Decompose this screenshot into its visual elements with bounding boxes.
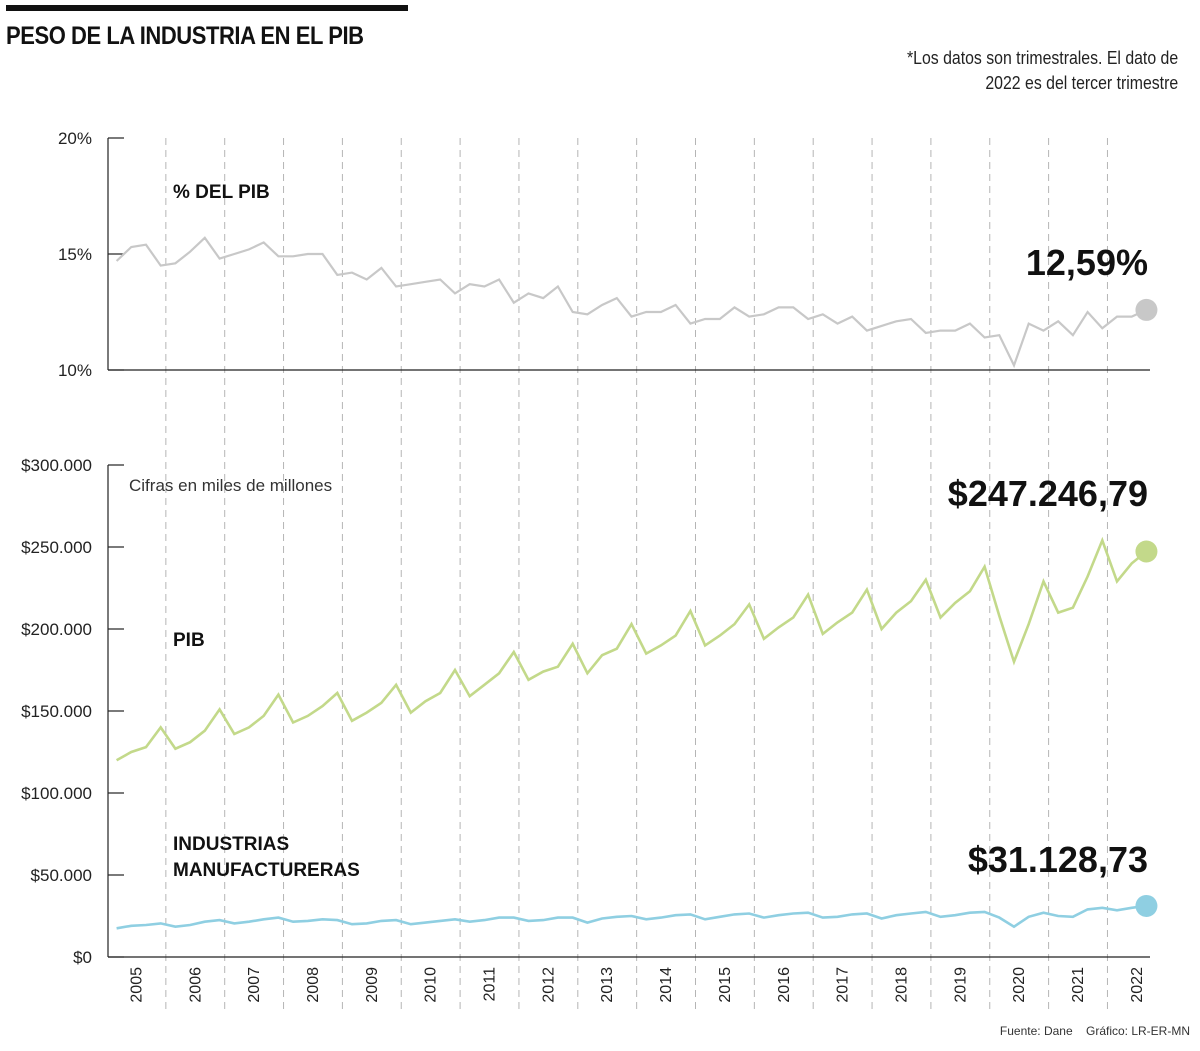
source-credit: Fuente: Dane	[999, 1024, 1073, 1038]
share-y-tick-label: 20%	[58, 129, 92, 148]
footer: Fuente: Dane Gráfico: LR-ER-MN	[990, 1024, 1190, 1038]
year-tick-label: 2017	[835, 967, 852, 1003]
share-end-marker	[1135, 298, 1158, 321]
year-tick-label: 2009	[364, 967, 381, 1003]
year-tick-label: 2012	[540, 967, 557, 1003]
amount-y-tick-label: $100.000	[21, 784, 92, 803]
amount-y-tick-label: $200.000	[21, 620, 92, 639]
year-tick-label: 2015	[717, 967, 734, 1003]
year-tick-labels: 2005 2006 2007 2008 2009 2010 2011 2012 2013 2014…	[128, 967, 1145, 1003]
year-tick-label: 2014	[658, 967, 675, 1003]
share-y-tick-label: 10%	[58, 361, 92, 380]
amount-y-tick-label: $50.000	[31, 866, 92, 885]
note-line-1: *Los datos son trimestrales. El dato de	[906, 48, 1178, 68]
amount-units-note: Cifras en miles de millones	[129, 476, 332, 495]
graphic-credit: Gráfico: LR-ER-MN	[1085, 1024, 1190, 1038]
year-gridlines	[165, 138, 1108, 1010]
year-tick-label: 2022	[1129, 967, 1146, 1003]
pib-series-line	[115, 536, 1148, 762]
amount-y-tick-label: $0	[73, 948, 92, 967]
year-tick-label: 2016	[776, 967, 793, 1003]
year-tick-label: 2020	[1011, 967, 1028, 1003]
amount-y-axis	[107, 465, 1150, 958]
title-rule	[6, 5, 408, 11]
industry-series-label-line1: INDUSTRIAS	[173, 834, 289, 855]
share-series-line	[115, 236, 1147, 369]
year-tick-label: 2007	[246, 967, 263, 1003]
chart-note: *Los datos son trimestrales. El dato de …	[907, 46, 1178, 96]
year-tick-label: 2010	[423, 967, 440, 1003]
year-tick-label: 2018	[893, 967, 910, 1003]
amount-y-ticks: $0 $50.000 $100.000 $150.000 $200.000 $250.00…	[21, 456, 124, 967]
year-tick-label: 2005	[128, 967, 145, 1003]
industry-end-marker	[1135, 894, 1158, 917]
amount-y-tick-label: $250.000	[21, 538, 92, 557]
year-tick-label: 2021	[1070, 967, 1087, 1003]
year-tick-label: 2019	[952, 967, 969, 1003]
share-end-label: 12,59%	[1026, 242, 1148, 283]
year-tick-label: 2006	[187, 967, 204, 1003]
industry-series-line	[116, 904, 1147, 930]
year-tick-label: 2013	[599, 967, 616, 1003]
pib-end-marker	[1135, 540, 1158, 563]
year-tick-label: 2011	[482, 967, 499, 1002]
year-tick-label: 2008	[305, 967, 322, 1003]
share-y-ticks: 10% 15% 20%	[58, 129, 124, 380]
chart-title: PESO DE LA INDUSTRIA EN EL PIB	[6, 22, 364, 50]
pib-end-label: $247.246,79	[948, 473, 1148, 514]
share-y-tick-label: 15%	[58, 245, 92, 264]
industry-end-label: $31.128,73	[968, 839, 1148, 880]
share-series-label: % DEL PIB	[173, 182, 270, 203]
amount-y-tick-label: $150.000	[21, 702, 92, 721]
amount-y-tick-label: $300.000	[21, 456, 92, 475]
industry-series-label-line2: MANUFACTURERAS	[173, 860, 360, 881]
pib-series-label: PIB	[173, 630, 205, 651]
note-line-2: 2022 es del tercer trimestre	[985, 73, 1178, 93]
